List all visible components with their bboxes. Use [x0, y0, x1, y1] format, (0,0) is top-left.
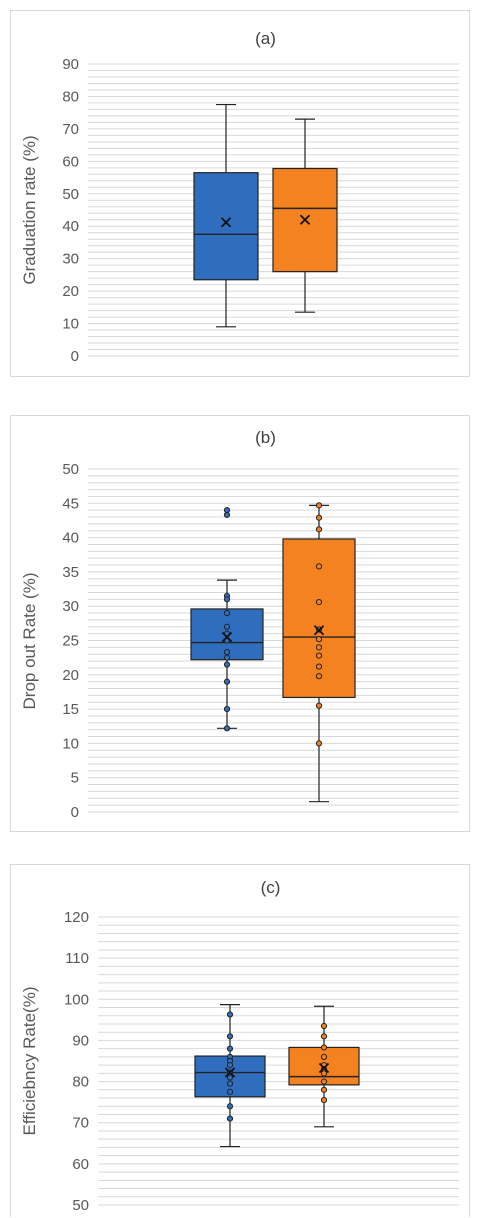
data-point	[226, 1011, 234, 1018]
box-series-2	[272, 118, 338, 313]
y-axis-label: Efficiebncy Rate(%)	[20, 987, 39, 1136]
data-point	[226, 1062, 234, 1069]
y-tick-label: 10	[62, 735, 79, 752]
y-tick-label: 0	[71, 348, 79, 365]
y-tick-label: 90	[62, 56, 79, 73]
chart-title: (a)	[255, 29, 276, 48]
mean-marker-stroke	[221, 631, 233, 643]
y-tick-label: 90	[72, 1032, 89, 1049]
data-point	[315, 663, 323, 670]
y-tick-label: 80	[62, 88, 79, 105]
mean-marker-stroke	[299, 214, 311, 225]
data-point	[223, 678, 231, 685]
chart-title: (b)	[255, 428, 276, 447]
data-point	[320, 1022, 328, 1030]
box-series-2	[288, 1005, 360, 1128]
box-iqr	[193, 172, 259, 281]
box-series-1	[194, 1004, 266, 1148]
data-point	[315, 636, 323, 643]
chart-panel-a: 0 10 20 30 40 50 60 70 80 90 (a) Graduation rate (%…	[10, 10, 470, 377]
y-tick-label: 70	[62, 121, 79, 138]
chart-title: (c)	[261, 878, 281, 897]
data-point	[223, 725, 231, 732]
data-point	[315, 740, 323, 747]
data-point	[223, 661, 231, 668]
chart-panel-c: 50 60 70 80 90 100 110 120 (c) Efficiebncy Rate(%…	[10, 864, 470, 1217]
data-point	[315, 673, 323, 680]
mean-marker-stroke	[220, 217, 232, 228]
data-point	[226, 1088, 234, 1095]
box-plot-graduation: 0 10 20 30 40 50 60 70 80 90 (a) Graduation rate (%…	[20, 29, 459, 365]
data-point	[226, 1115, 234, 1122]
data-point	[320, 1078, 328, 1085]
data-point	[223, 623, 231, 630]
data-point	[315, 652, 323, 659]
data-point	[223, 596, 231, 603]
data-point	[223, 511, 231, 519]
data-point	[223, 706, 231, 713]
y-tick-label: 10	[62, 316, 79, 333]
y-tick-label: 5	[71, 770, 79, 787]
data-point	[226, 1045, 234, 1052]
y-tick-label: 0	[71, 804, 79, 821]
y-tick-label: 30	[62, 598, 79, 615]
y-tick-label: 70	[72, 1115, 89, 1132]
data-point	[315, 644, 323, 651]
data-point	[315, 514, 323, 521]
data-point	[226, 1074, 234, 1081]
data-point	[226, 1080, 234, 1087]
data-point	[315, 598, 323, 606]
mean-marker-stroke	[313, 625, 325, 636]
y-axis-label: Graduation rate (%)	[20, 135, 39, 284]
y-tick-label: 80	[72, 1074, 89, 1091]
mean-marker-stroke	[318, 1062, 330, 1074]
y-tick-label: 35	[62, 564, 79, 581]
y-tick-label: 15	[62, 701, 79, 718]
y-tick-label: 20	[62, 283, 79, 300]
box-series-1	[193, 103, 259, 328]
y-tick-label: 20	[62, 667, 79, 684]
data-point	[315, 526, 323, 533]
y-tick-label: 25	[62, 633, 79, 650]
mean-marker	[299, 214, 311, 225]
y-tick-label: 40	[62, 218, 79, 235]
mean-marker	[313, 625, 325, 636]
data-point	[315, 502, 323, 509]
box-plot-efficiency: 50 60 70 80 90 100 110 120 (c) Efficiebncy Rate(%…	[20, 878, 459, 1214]
mean-marker	[221, 631, 233, 643]
data-point	[320, 1033, 328, 1040]
y-tick-label: 100	[64, 991, 89, 1008]
box-plot-dropout: 0 5 10 15 20 25 30 35 40 45 50 (b) Drop out Rate (%)	[20, 428, 459, 821]
y-tick-label: 110	[65, 950, 89, 967]
data-point	[320, 1070, 328, 1077]
mean-marker	[224, 1067, 236, 1078]
data-point	[315, 702, 323, 709]
data-point	[320, 1086, 328, 1093]
data-point	[315, 563, 323, 570]
y-tick-label: 40	[62, 530, 79, 547]
y-tick-label: 30	[62, 251, 79, 268]
y-axis-label: Drop out Rate (%)	[20, 573, 39, 710]
data-point	[226, 1033, 234, 1040]
y-tick-label: 120	[64, 909, 89, 926]
y-tick-label: 60	[72, 1156, 89, 1173]
mean-marker	[318, 1062, 330, 1074]
box-series-2	[282, 502, 356, 803]
y-tick-label: 50	[62, 186, 79, 203]
mean-marker	[220, 217, 232, 228]
mean-marker-stroke	[224, 1067, 236, 1078]
data-point	[223, 649, 231, 656]
data-point	[320, 1053, 328, 1060]
data-point	[320, 1096, 328, 1104]
y-tick-label: 45	[62, 495, 79, 512]
y-tick-label: 50	[72, 1197, 89, 1214]
y-tick-label: 50	[62, 461, 79, 478]
box-series-1	[190, 507, 264, 732]
data-point	[223, 609, 231, 617]
data-point	[226, 1103, 234, 1110]
chart-panel-b: 0 5 10 15 20 25 30 35 40 45 50 (b) Drop out Rate (%)	[10, 415, 470, 832]
data-point	[320, 1044, 328, 1051]
data-point	[223, 654, 231, 661]
y-tick-label: 60	[62, 153, 79, 170]
